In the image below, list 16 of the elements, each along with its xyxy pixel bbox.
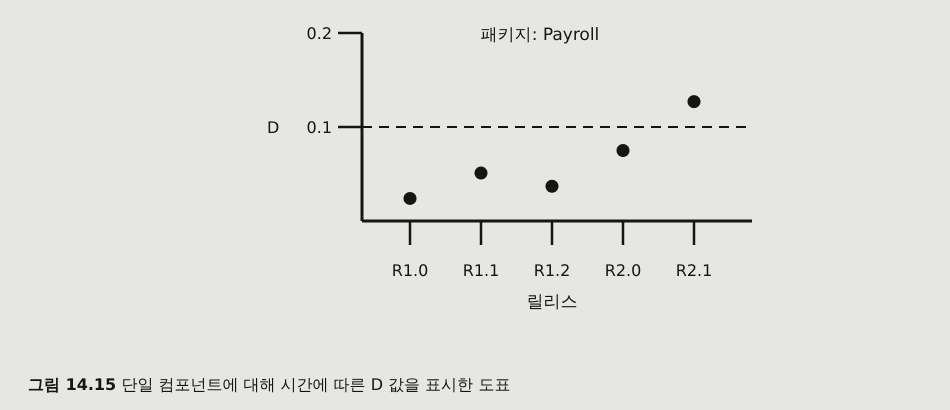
point xyxy=(546,180,558,193)
x-tick-label: R2.1 xyxy=(676,261,712,280)
x-tick-label: R1.2 xyxy=(534,261,570,280)
x-tick-label: R2.0 xyxy=(604,261,642,280)
x-axis-title: 릴리스 xyxy=(526,292,578,312)
point xyxy=(688,95,700,108)
x-tick-label: R1.0 xyxy=(392,261,428,280)
chart-title: 패키지: Payroll xyxy=(480,25,600,45)
x-tick-label: R1.1 xyxy=(462,261,500,280)
ref-line-label: D xyxy=(267,118,280,137)
point xyxy=(616,144,630,157)
y-tick-label: 0.1 xyxy=(306,118,332,137)
text: 그림 14.15 단일 컴포넌트에 대해 시간에 따른 D 값을 표시한 도표 xyxy=(28,375,510,394)
y-tick-label: 0.2 xyxy=(306,24,332,43)
point xyxy=(474,166,488,180)
point xyxy=(404,192,416,205)
